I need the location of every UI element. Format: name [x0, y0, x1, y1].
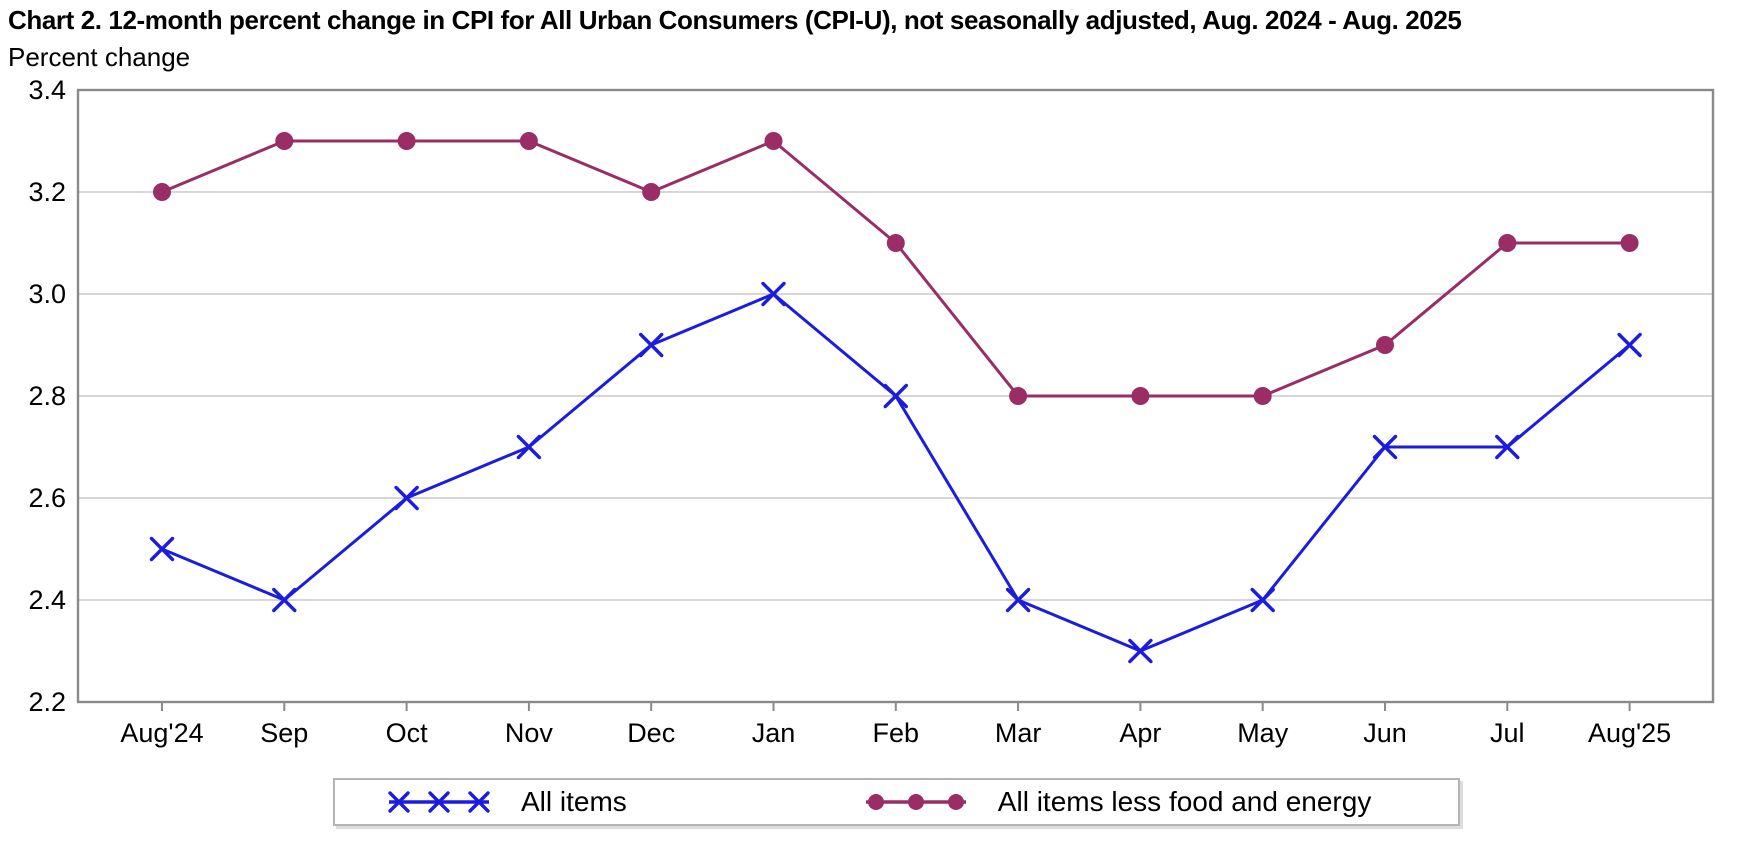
svg-text:3.0: 3.0 [28, 279, 66, 309]
legend: All items All items less food and energy [333, 778, 1460, 826]
svg-text:Oct: Oct [386, 718, 429, 748]
line-chart-plot-area: Aug'24 Sep Oct Nov Dec Jan Feb Mar Apr May Jun Jul A… [28, 75, 1715, 748]
y-axis-unit-label: Percent change [8, 42, 191, 72]
all-items-line-swatch-icon [388, 791, 490, 813]
svg-text:Sep: Sep [260, 718, 308, 748]
svg-text:2.2: 2.2 [28, 687, 66, 717]
legend-item-core: All items less food and energy [862, 786, 1372, 818]
svg-text:Dec: Dec [627, 718, 675, 748]
svg-text:2.8: 2.8 [28, 381, 66, 411]
svg-text:2.4: 2.4 [28, 585, 66, 615]
svg-text:May: May [1237, 718, 1289, 748]
svg-text:Nov: Nov [505, 718, 554, 748]
chart-title: Chart 2. 12-month percent change in CPI … [8, 5, 1462, 35]
svg-text:Apr: Apr [1119, 718, 1161, 748]
legend-label-core-items: All items less food and energy [997, 786, 1372, 817]
core-items-line-swatch-icon [865, 794, 966, 810]
svg-text:2.6: 2.6 [28, 483, 66, 513]
svg-text:Jul: Jul [1490, 718, 1525, 748]
svg-text:3.4: 3.4 [28, 75, 66, 105]
legend-label-all-items: All items [521, 786, 627, 817]
svg-text:Aug'25: Aug'25 [1588, 718, 1671, 748]
svg-text:Jan: Jan [752, 718, 796, 748]
svg-text:Jun: Jun [1363, 718, 1407, 748]
svg-text:Aug'24: Aug'24 [120, 718, 203, 748]
svg-text:3.2: 3.2 [28, 177, 66, 207]
svg-text:Mar: Mar [995, 718, 1042, 748]
legend-item-all-items: All items [385, 786, 627, 818]
svg-text:Feb: Feb [873, 718, 920, 748]
